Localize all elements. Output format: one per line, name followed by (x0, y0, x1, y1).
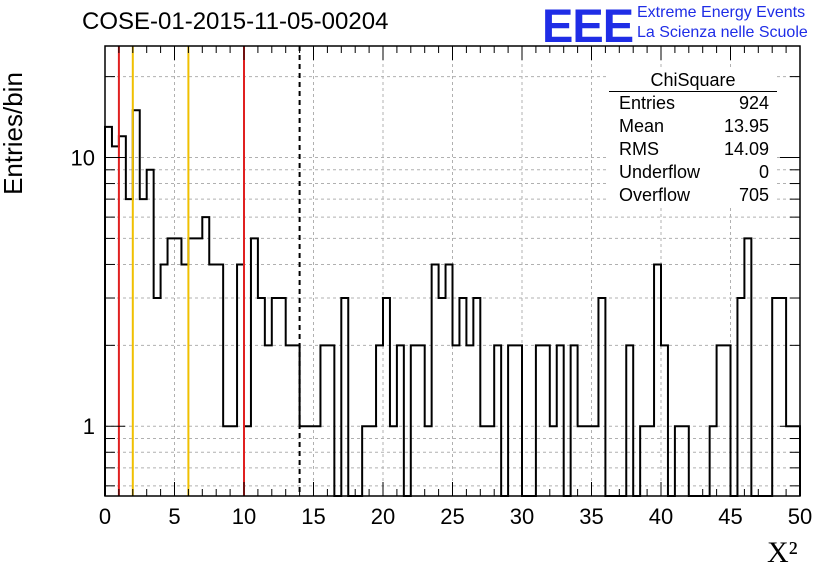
stats-value: 0 (758, 162, 769, 182)
x-tick-label: 0 (99, 504, 111, 529)
x-tick-label: 20 (371, 504, 395, 529)
stats-label: Underflow (619, 162, 701, 182)
x-tick-label: 25 (440, 504, 464, 529)
y-tick-label: 1 (83, 414, 95, 439)
x-tick-label: 40 (649, 504, 673, 529)
stats-label: RMS (619, 139, 659, 159)
stats-box: ChiSquare Entries 924 Mean 13.95 RMS 14.… (609, 69, 777, 207)
x-axis-label: X² (767, 536, 798, 569)
stats-label: Entries (619, 93, 676, 113)
stats-row-mean: Mean 13.95 (609, 115, 777, 138)
stats-row-overflow: Overflow 705 (609, 184, 777, 207)
y-axis-label: Entries/bin (0, 72, 28, 195)
x-tick-label: 30 (510, 504, 534, 529)
stats-title: ChiSquare (609, 69, 777, 92)
stats-label: Overflow (619, 185, 691, 205)
stats-row-rms: RMS 14.09 (609, 138, 777, 161)
stats-value: 14.09 (723, 139, 769, 159)
x-tick-label: 35 (579, 504, 603, 529)
stats-label: Mean (619, 116, 665, 136)
x-tick-label: 45 (718, 504, 742, 529)
chart-title: COSE-01-2015-11-05-00204 (82, 8, 389, 35)
stats-value: 924 (738, 93, 769, 113)
x-tick-label: 50 (788, 504, 812, 529)
y-tick-label: 10 (71, 146, 95, 171)
stats-row-underflow: Underflow 0 (609, 161, 777, 184)
eee-logo-line1: Extreme Energy Events (637, 4, 806, 21)
x-tick-label: 15 (301, 504, 325, 529)
x-tick-label: 10 (232, 504, 256, 529)
histogram-series (104, 109, 801, 497)
stats-value: 705 (738, 185, 769, 205)
stats-value: 13.95 (723, 116, 769, 136)
eee-logo: EEE (542, 0, 634, 52)
stats-row-entries: Entries 924 (609, 92, 777, 115)
eee-logo-line2: La Scienza nelle Scuole (637, 24, 808, 41)
x-tick-label: 5 (168, 504, 180, 529)
